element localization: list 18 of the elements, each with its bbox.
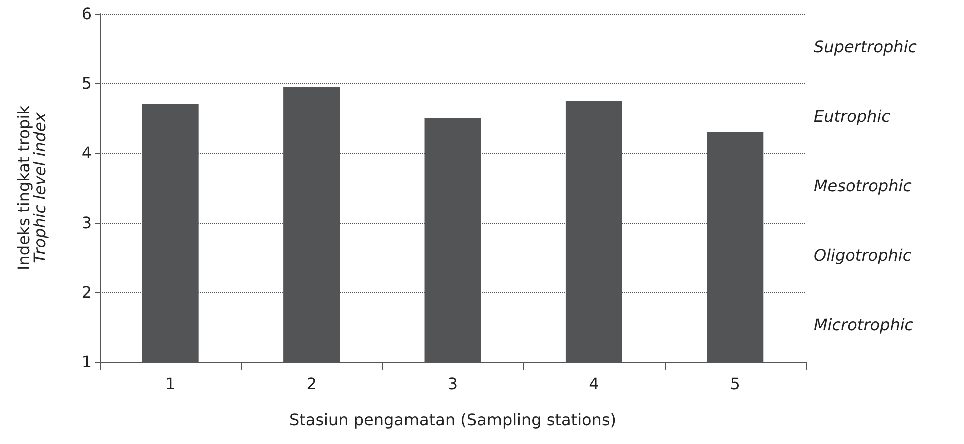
text: Mesotrophic bbox=[814, 176, 912, 196]
x-axis-title: Stasiun pengamatan (Sampling stations) bbox=[289, 410, 617, 430]
text: Oligotrophic bbox=[814, 246, 912, 266]
y-axis-title: Indeks tingkat tropik Trophic level index bbox=[14, 104, 50, 270]
x-tick-label: 5 bbox=[730, 374, 740, 394]
y-tick-label: 2 bbox=[82, 282, 92, 302]
x-tick-label: 4 bbox=[589, 374, 600, 394]
y-tick-label: 6 bbox=[82, 4, 92, 24]
x-tick-label: 3 bbox=[448, 374, 458, 394]
y-tick-label: 3 bbox=[82, 213, 92, 232]
text: Eutrophic bbox=[814, 106, 891, 126]
text: Supertrophic bbox=[814, 37, 918, 56]
y-tick-label: 5 bbox=[82, 74, 92, 94]
x-tick-label: 1 bbox=[166, 374, 176, 394]
y-tick-label: 4 bbox=[82, 144, 92, 163]
x-tick-label: 2 bbox=[306, 374, 317, 394]
y-tick-label: 1 bbox=[82, 352, 92, 372]
text: Microtrophic bbox=[814, 316, 914, 335]
